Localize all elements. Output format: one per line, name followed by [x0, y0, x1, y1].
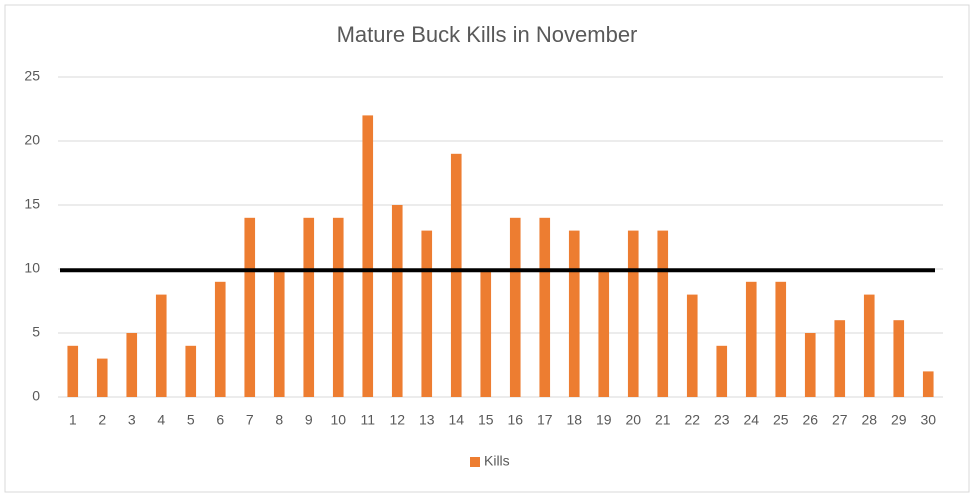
legend-swatch — [470, 457, 480, 467]
x-tick-label: 25 — [773, 412, 789, 428]
x-tick-label: 24 — [743, 412, 759, 428]
x-tick-label: 13 — [419, 412, 435, 428]
x-tick-label: 28 — [861, 412, 877, 428]
bar — [214, 281, 226, 397]
x-tick-label: 17 — [537, 412, 553, 428]
bar — [96, 358, 108, 397]
bar — [480, 269, 492, 397]
x-tick-label: 22 — [684, 412, 700, 428]
x-tick-label: 14 — [448, 412, 464, 428]
x-tick-label: 11 — [360, 412, 375, 428]
chart-frame — [4, 4, 970, 493]
bar — [244, 217, 256, 397]
bar — [745, 281, 757, 397]
bar — [804, 333, 816, 397]
bar — [303, 217, 315, 397]
x-tick-label: 20 — [625, 412, 641, 428]
x-tick-label: 21 — [655, 412, 671, 428]
bar — [67, 345, 79, 397]
chart-title: Mature Buck Kills in November — [337, 22, 638, 47]
bar — [598, 269, 610, 397]
x-tick-label: 16 — [507, 412, 523, 428]
bar — [362, 115, 374, 398]
bar — [509, 217, 521, 397]
x-tick-label: 26 — [802, 412, 818, 428]
bar — [450, 153, 462, 397]
y-tick-label: 10 — [24, 260, 40, 276]
x-tick-label: 29 — [891, 412, 907, 428]
x-tick-label: 27 — [832, 412, 848, 428]
bar — [391, 205, 403, 397]
bar — [539, 217, 551, 397]
x-tick-label: 8 — [275, 412, 283, 428]
x-tick-label: 15 — [478, 412, 494, 428]
x-tick-label: 10 — [330, 412, 346, 428]
bar — [716, 345, 728, 397]
x-tick-label: 2 — [98, 412, 106, 428]
bar — [893, 320, 905, 397]
bar — [775, 281, 787, 397]
x-tick-label: 1 — [69, 412, 77, 428]
bar — [155, 294, 167, 397]
x-tick-label: 9 — [305, 412, 313, 428]
x-tick-label: 18 — [566, 412, 582, 428]
legend-label: Kills — [484, 453, 510, 469]
x-tick-label: 12 — [389, 412, 405, 428]
bar — [332, 217, 344, 397]
bar — [657, 230, 669, 397]
bar — [863, 294, 875, 397]
x-tick-label: 5 — [187, 412, 195, 428]
x-tick-label: 30 — [920, 412, 936, 428]
x-tick-label: 23 — [714, 412, 730, 428]
bar — [627, 230, 639, 397]
x-tick-label: 19 — [596, 412, 612, 428]
y-tick-label: 25 — [24, 68, 40, 84]
x-tick-label: 7 — [246, 412, 254, 428]
y-tick-label: 0 — [32, 388, 40, 404]
y-tick-label: 15 — [24, 196, 40, 212]
y-tick-label: 20 — [24, 132, 40, 148]
bar — [686, 294, 698, 397]
bar — [126, 333, 138, 397]
bar — [185, 345, 197, 397]
y-tick-label: 5 — [32, 324, 40, 340]
bar — [922, 371, 934, 397]
bar — [568, 230, 580, 397]
bar — [421, 230, 433, 397]
x-tick-label: 3 — [128, 412, 136, 428]
x-tick-label: 4 — [157, 412, 165, 428]
bar — [834, 320, 846, 397]
bar — [273, 269, 285, 397]
x-tick-label: 6 — [216, 412, 224, 428]
